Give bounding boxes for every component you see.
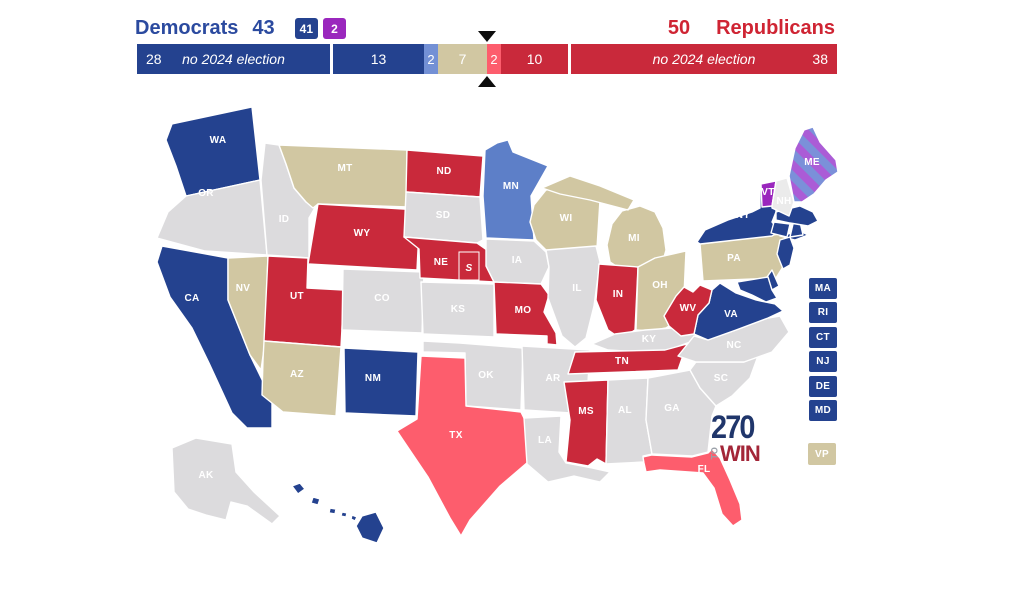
- republicans-header: 50 Republicans: [668, 17, 835, 40]
- bar-segment-count: 28: [146, 51, 162, 67]
- senate-seat-bar: no 2024 election 28 13 2 7 2 10 no 2024 electio…: [137, 44, 837, 74]
- state-NM[interactable]: [343, 347, 419, 417]
- bar-segment-text: no 2024 election: [652, 51, 756, 67]
- majority-marker-bottom: [478, 76, 496, 87]
- state-MS[interactable]: [563, 379, 609, 467]
- state-box-MA[interactable]: MA: [809, 278, 837, 299]
- bar-segment-dem-safe[interactable]: 13: [333, 44, 424, 74]
- state-SD[interactable]: [403, 191, 484, 244]
- state-WV[interactable]: [663, 284, 713, 337]
- state-HI[interactable]: [291, 482, 385, 544]
- republicans-total: 50: [667, 17, 691, 39]
- state-CT[interactable]: [770, 221, 791, 238]
- dem-badge-independents: 2: [323, 18, 346, 39]
- state-AK[interactable]: [171, 437, 281, 525]
- state-MD[interactable]: [736, 276, 778, 303]
- bar-segment-count: 2: [490, 51, 498, 67]
- bar-segment-count: 13: [370, 51, 387, 67]
- bar-segment-count: 2: [427, 51, 435, 67]
- democrats-badges: 41 2: [294, 18, 346, 39]
- democrats-header: Democrats 43 41 2: [135, 17, 346, 40]
- state-ME[interactable]: [788, 126, 839, 203]
- logo-win: WIN: [720, 441, 761, 466]
- state-CO[interactable]: [341, 268, 425, 334]
- state-IA[interactable]: [485, 238, 550, 285]
- state-IL[interactable]: [545, 245, 601, 348]
- bar-segment-rep-no-election[interactable]: no 2024 election 38: [571, 44, 837, 74]
- 270towin-logo: 270 TO WIN: [709, 409, 761, 466]
- state-MO[interactable]: [493, 281, 558, 346]
- bar-segment-tossup[interactable]: 7: [438, 44, 487, 74]
- state-LA[interactable]: [523, 415, 611, 483]
- republicans-label: Republicans: [716, 17, 835, 39]
- state-UT[interactable]: [263, 255, 345, 348]
- state-OR[interactable]: [156, 179, 268, 256]
- state-AL[interactable]: [605, 377, 653, 465]
- nebraska-special-box[interactable]: [458, 251, 480, 281]
- democrats-total: 43: [252, 17, 275, 39]
- state-IN[interactable]: [595, 263, 639, 340]
- state-OK[interactable]: [422, 340, 524, 411]
- state-box-RI[interactable]: RI: [809, 302, 837, 323]
- bar-segment-count: 10: [526, 51, 543, 67]
- democrats-label: Democrats: [135, 17, 239, 39]
- state-WY[interactable]: [307, 203, 421, 271]
- state-box-MD[interactable]: MD: [809, 400, 837, 421]
- state-KS[interactable]: [420, 281, 495, 338]
- state-box-VP[interactable]: VP: [808, 443, 836, 465]
- bar-segment-dem-no-election[interactable]: no 2024 election 28: [137, 44, 330, 74]
- state-TX[interactable]: [396, 355, 529, 537]
- dem-badge-41: 41: [294, 18, 318, 39]
- bar-segment-text: no 2024 election: [182, 51, 285, 67]
- bar-segment-rep-likely[interactable]: 10: [501, 44, 568, 74]
- logo-to: TO: [709, 446, 720, 459]
- state-box-DE[interactable]: DE: [809, 376, 837, 397]
- state-AZ[interactable]: [261, 340, 342, 417]
- majority-marker-top: [478, 31, 496, 42]
- state-box-CT[interactable]: CT: [809, 327, 837, 348]
- bar-segment-rep-lean[interactable]: 2: [487, 44, 501, 74]
- logo-number: 270: [711, 409, 755, 445]
- state-box-NJ[interactable]: NJ: [809, 351, 837, 372]
- bar-segment-count: 7: [458, 51, 467, 67]
- state-ND[interactable]: [405, 149, 484, 198]
- state-NH[interactable]: [771, 177, 795, 217]
- state-label-HI: HI: [339, 523, 350, 534]
- state-FL[interactable]: [642, 448, 743, 527]
- bar-segment-dem-likely[interactable]: 2: [424, 44, 438, 74]
- bar-segment-count: 38: [812, 51, 828, 67]
